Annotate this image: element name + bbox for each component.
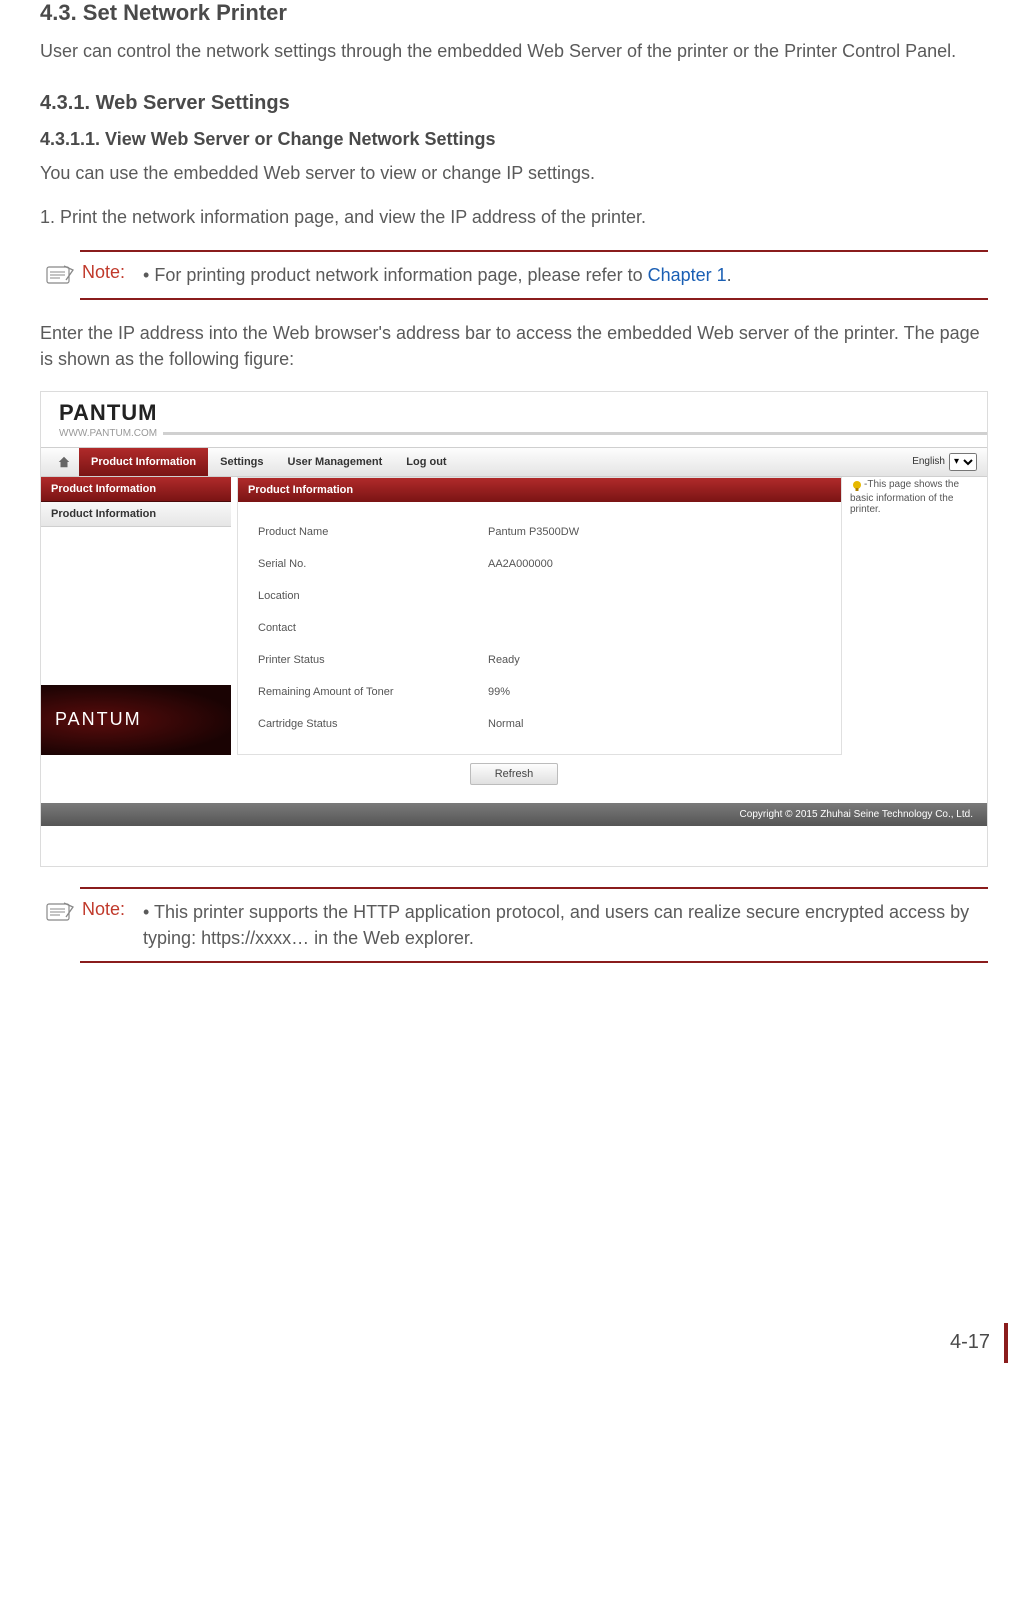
fig-sidebar: Product Information Product Information …	[41, 477, 231, 755]
note-icon	[46, 901, 74, 923]
row-label: Product Name	[258, 526, 488, 538]
row-label: Location	[258, 590, 488, 602]
bulb-icon	[850, 479, 864, 493]
note-icon	[46, 264, 74, 286]
tip-text: -This page shows the basic information o…	[850, 479, 959, 515]
footer-bar	[1004, 1323, 1008, 1363]
note-label-2: Note:	[82, 899, 135, 920]
row-label: Contact	[258, 622, 488, 634]
fig-logo: PANTUM	[41, 392, 987, 428]
table-row: Product NamePantum P3500DW	[238, 516, 841, 548]
info-rows: Product NamePantum P3500DW Serial No.AA2…	[238, 502, 841, 754]
tab-logout[interactable]: Log out	[394, 448, 458, 476]
refresh-row: Refresh	[41, 755, 987, 803]
page-footer: 4-17	[0, 1023, 1028, 1383]
subsection-4311-title: 4.3.1.1. View Web Server or Change Netwo…	[40, 129, 988, 150]
table-row: Contact	[238, 612, 841, 644]
sidebar-item-product-info[interactable]: Product Information	[41, 502, 231, 527]
fig-nav: Product Information Settings User Manage…	[41, 447, 987, 477]
note-box-1: Note: • For printing product network inf…	[80, 250, 988, 300]
row-label: Remaining Amount of Toner	[258, 686, 488, 698]
web-server-screenshot: PANTUM WWW.PANTUM.COM Product Informatio…	[40, 391, 988, 867]
row-value: AA2A000000	[488, 558, 553, 570]
tab-product-info[interactable]: Product Information	[79, 448, 208, 476]
page-number: 4-17	[950, 1331, 990, 1354]
paragraph-2: 1. Print the network information page, a…	[40, 204, 988, 230]
note-text-2: • This printer supports the HTTP applica…	[143, 899, 982, 951]
sidebar-head: Product Information	[41, 477, 231, 502]
note1-suffix: .	[727, 265, 732, 285]
row-value: Pantum P3500DW	[488, 526, 579, 538]
tip-column: -This page shows the basic information o…	[842, 477, 987, 755]
table-row: Serial No.AA2A000000	[238, 548, 841, 580]
row-label: Cartridge Status	[258, 718, 488, 730]
language-select-wrap: English ▾	[912, 448, 977, 476]
fig-url-bar: WWW.PANTUM.COM	[41, 428, 987, 447]
note-label-1: Note:	[82, 262, 135, 283]
fig-url-line	[163, 432, 987, 435]
language-label: English	[912, 456, 945, 467]
note1-link[interactable]: Chapter 1	[648, 265, 727, 285]
paragraph-1: You can use the embedded Web server to v…	[40, 160, 988, 186]
intro-paragraph: User can control the network settings th…	[40, 38, 988, 64]
note-text-1: • For printing product network informati…	[143, 262, 732, 288]
panel-head: Product Information	[238, 478, 841, 502]
pantum-banner: PANTUM	[41, 685, 231, 755]
note1-prefix: • For printing product network informati…	[143, 265, 648, 285]
note-box-2: Note: • This printer supports the HTTP a…	[80, 887, 988, 963]
row-value: Normal	[488, 718, 523, 730]
table-row: Location	[238, 580, 841, 612]
tab-user-management[interactable]: User Management	[276, 448, 395, 476]
section-title: 4.3. Set Network Printer	[40, 0, 988, 26]
language-select[interactable]: ▾	[949, 453, 977, 471]
info-panel: Product Information Product NamePantum P…	[237, 477, 842, 755]
refresh-button[interactable]: Refresh	[470, 763, 559, 785]
tab-settings[interactable]: Settings	[208, 448, 275, 476]
row-value: 99%	[488, 686, 510, 698]
table-row: Cartridge StatusNormal	[238, 708, 841, 740]
paragraph-3: Enter the IP address into the Web browse…	[40, 320, 988, 372]
row-label: Serial No.	[258, 558, 488, 570]
row-value: Ready	[488, 654, 520, 666]
table-row: Printer StatusReady	[238, 644, 841, 676]
home-icon[interactable]	[55, 448, 73, 476]
subsection-431-title: 4.3.1. Web Server Settings	[40, 92, 988, 115]
copyright-bar: Copyright © 2015 Zhuhai Seine Technology…	[41, 803, 987, 826]
fig-url-text: WWW.PANTUM.COM	[59, 428, 157, 439]
row-label: Printer Status	[258, 654, 488, 666]
table-row: Remaining Amount of Toner99%	[238, 676, 841, 708]
